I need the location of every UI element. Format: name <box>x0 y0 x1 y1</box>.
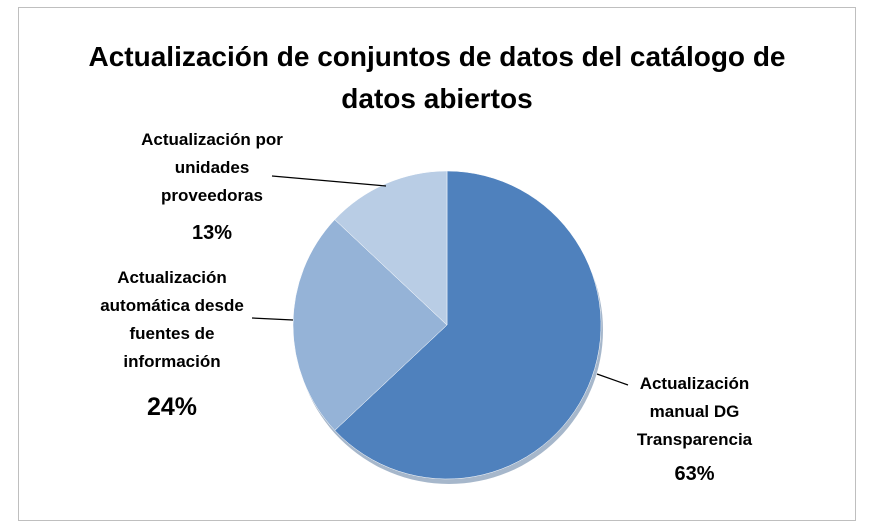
chart-title: Actualización de conjuntos de datos del … <box>88 41 786 114</box>
slice-label: Actualización automática desde fuentes d… <box>100 268 244 371</box>
pie-slice <box>292 219 448 431</box>
leader-line <box>251 317 294 321</box>
pie-slice <box>334 170 602 480</box>
leader-line <box>596 373 629 386</box>
leader-line <box>271 175 387 187</box>
slice-value-label: 13% <box>191 222 233 244</box>
slice-value-label: 24% <box>146 393 198 421</box>
slice-label: Actualización manual DG Transparencia <box>636 374 753 449</box>
slice-value-label: 63% <box>674 463 715 485</box>
pie-slice <box>334 170 448 326</box>
slice-label: Actualización por unidades proveedoras <box>141 130 283 205</box>
